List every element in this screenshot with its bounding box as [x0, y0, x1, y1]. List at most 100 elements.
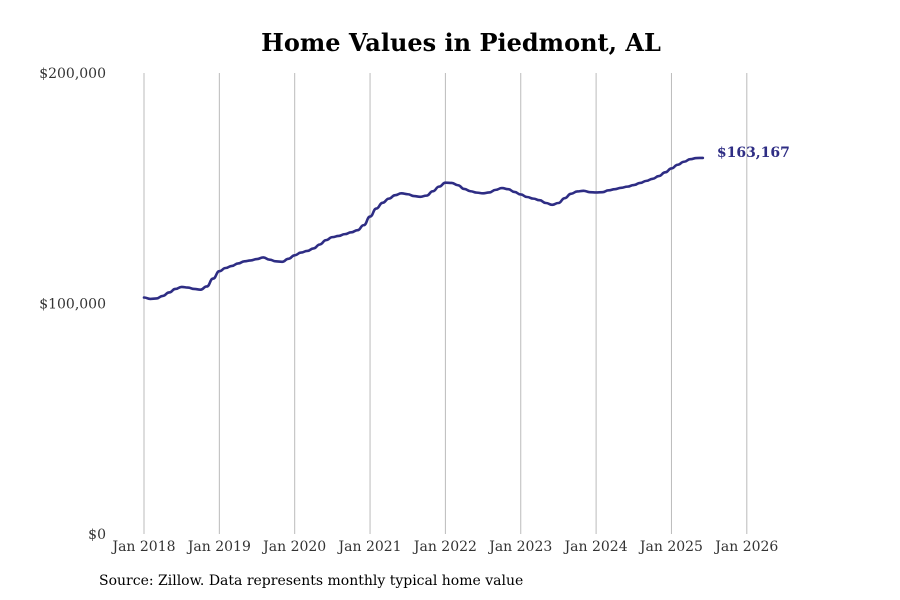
data-point — [231, 265, 233, 267]
y-tick-label: $0 — [88, 527, 106, 543]
data-point — [199, 288, 202, 291]
data-point — [626, 185, 629, 188]
data-point — [400, 192, 403, 195]
data-point — [683, 160, 685, 163]
data-point — [149, 297, 152, 300]
x-tick-label: Jan 2026 — [713, 539, 778, 555]
data-point — [281, 260, 284, 263]
data-point — [689, 158, 692, 161]
data-point — [155, 297, 158, 300]
data-point — [526, 196, 528, 198]
x-tick-label: Jan 2024 — [563, 539, 628, 555]
x-tick-label: Jan 2023 — [487, 539, 552, 555]
data-point — [494, 188, 497, 191]
data-point — [570, 192, 572, 195]
y-axis-ticks: $0 $100,000 $200,000 — [39, 66, 106, 543]
data-point — [256, 258, 258, 260]
data-point — [450, 182, 453, 184]
data-point — [557, 202, 560, 204]
data-point — [287, 257, 290, 260]
data-point — [413, 195, 415, 197]
data-point — [632, 184, 635, 186]
data-point — [588, 191, 591, 194]
data-point — [507, 188, 510, 191]
data-point — [457, 184, 459, 187]
data-point — [563, 197, 566, 200]
data-point — [601, 191, 604, 194]
data-point — [406, 193, 409, 196]
data-point — [143, 296, 145, 299]
data-point — [670, 167, 673, 170]
data-point — [237, 262, 240, 265]
data-point — [463, 188, 466, 190]
y-tick-label: $100,000 — [39, 297, 106, 313]
data-point — [331, 236, 334, 239]
annotation-layer: $163,167 — [717, 145, 790, 161]
x-tick-label: Jan 2022 — [412, 539, 477, 555]
data-point — [657, 175, 660, 177]
data-point — [444, 181, 447, 184]
data-point — [350, 231, 353, 234]
data-point — [193, 288, 196, 290]
data-point — [513, 191, 516, 193]
data-point — [620, 186, 623, 189]
data-point — [300, 251, 302, 254]
data-point — [488, 191, 491, 194]
x-axis-ticks: Jan 2018 Jan 2019 Jan 2020 Jan 2021 Jan 2022… — [110, 539, 778, 555]
x-tick-label: Jan 2020 — [261, 539, 326, 555]
data-point — [318, 243, 321, 246]
data-point — [664, 171, 667, 174]
data-point — [394, 194, 397, 197]
data-point — [431, 190, 434, 193]
x-tick-label: Jan 2019 — [186, 539, 251, 555]
x-tick-label: Jan 2025 — [638, 539, 703, 555]
data-point — [205, 285, 208, 288]
data-point — [387, 197, 390, 200]
data-point — [469, 190, 472, 193]
data-point — [249, 259, 252, 262]
data-point — [369, 215, 371, 218]
data-point — [438, 185, 441, 188]
data-point — [212, 277, 214, 280]
data-point — [645, 179, 648, 182]
data-point — [639, 182, 641, 184]
data-point — [174, 288, 177, 290]
data-point — [168, 291, 171, 294]
data-point — [532, 197, 535, 200]
data-point — [676, 163, 679, 166]
data-point — [161, 294, 164, 297]
data-point — [419, 195, 422, 198]
chart-title: Home Values in Piedmont, AL — [261, 28, 661, 57]
data-point — [582, 189, 585, 192]
data-point — [224, 267, 227, 269]
data-point — [595, 191, 597, 194]
source-note: Source: Zillow. Data represents monthly … — [99, 573, 524, 589]
data-point — [538, 199, 541, 202]
data-point — [337, 235, 340, 237]
data-point — [544, 202, 547, 204]
data-point — [356, 229, 359, 232]
y-tick-label: $200,000 — [39, 66, 106, 82]
data-point — [607, 189, 610, 192]
grid-lines — [143, 73, 748, 534]
data-point — [293, 254, 296, 257]
x-tick-label: Jan 2018 — [110, 539, 175, 555]
data-point — [651, 177, 654, 180]
x-tick-label: Jan 2021 — [337, 539, 402, 555]
series-line — [142, 156, 705, 301]
data-point — [243, 260, 246, 263]
data-point — [701, 157, 704, 159]
data-point — [312, 247, 315, 250]
data-point — [344, 233, 346, 236]
data-point — [268, 258, 271, 261]
data-point — [381, 201, 384, 204]
data-point — [519, 193, 522, 196]
data-point — [695, 157, 698, 159]
data-point — [187, 286, 189, 289]
data-point — [362, 224, 365, 227]
data-point — [325, 239, 327, 242]
data-point — [180, 286, 183, 288]
data-point — [551, 203, 554, 206]
data-point — [475, 191, 478, 194]
